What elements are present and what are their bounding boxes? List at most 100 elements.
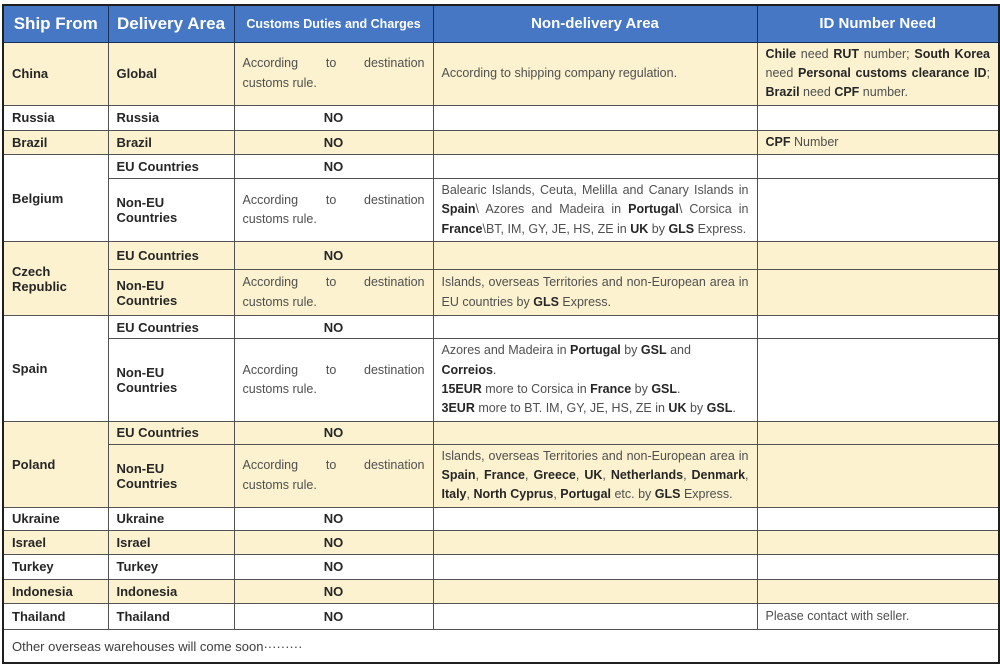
non-delivery-cell	[432, 315, 758, 340]
header-id-number: ID Number Need	[756, 4, 1000, 43]
delivery-area-cell: Non-EU Countries	[107, 269, 235, 317]
ship-from-cell: Poland	[2, 420, 109, 508]
customs-cell: According to destination customs rule.	[233, 443, 434, 508]
delivery-area-cell: Non-EU Countries	[107, 443, 235, 508]
id-number-cell	[756, 420, 1000, 445]
id-number-cell	[756, 443, 1000, 508]
table-row-spain-noneu: Non-EU Countries According to destinatio…	[3, 338, 1000, 422]
customs-cell: According to destination customs rule.	[233, 177, 434, 243]
delivery-area-cell: Ukraine	[107, 506, 235, 531]
delivery-area-cell: Indonesia	[107, 578, 235, 604]
id-number-cell	[756, 104, 1000, 131]
id-number-cell	[756, 177, 1000, 243]
header-customs: Customs Duties and Charges	[233, 4, 434, 43]
customs-cell: According to destination customs rule.	[233, 41, 434, 106]
ship-from-cell: China	[2, 41, 109, 106]
shipping-info-page: Ship From Delivery Area Customs Duties a…	[2, 4, 1000, 664]
header-row: Ship From Delivery Area Customs Duties a…	[2, 4, 1000, 43]
delivery-area-cell: Global	[107, 41, 235, 106]
ship-from-cell: Ukraine	[2, 506, 109, 531]
customs-cell: NO	[233, 529, 434, 555]
header-delivery-area: Delivery Area	[107, 4, 235, 43]
id-number-cell	[756, 269, 1000, 317]
ship-from-cell: Indonesia	[2, 578, 109, 604]
id-number-cell	[756, 506, 1000, 531]
non-delivery-line: 15EUR more to Corsica in France by GSL.	[441, 381, 681, 396]
customs-cell: According to destination customs rule.	[233, 269, 434, 317]
footer-row: Other overseas warehouses will come soon…	[2, 628, 1000, 664]
ship-from-cell: Russia	[2, 104, 109, 131]
non-delivery-cell	[432, 241, 758, 271]
non-delivery-cell	[432, 129, 758, 156]
non-delivery-cell	[432, 578, 758, 604]
customs-cell: NO	[233, 104, 434, 131]
non-delivery-cell	[432, 420, 758, 445]
non-delivery-cell	[432, 553, 758, 580]
header-ship-from: Ship From	[2, 4, 109, 43]
table-row-belgium-eu: Belgium EU Countries NO	[2, 153, 1000, 243]
id-number-cell: CPF Number	[756, 129, 1000, 156]
ship-from-cell: Belgium	[2, 153, 109, 243]
non-delivery-cell: Islands, overseas Territories and non-Eu…	[432, 443, 758, 508]
table-row-israel: Israel Israel NO	[2, 529, 1000, 555]
delivery-area-cell: Non-EU Countries	[107, 338, 235, 422]
ship-from-cell: Turkey	[2, 553, 109, 580]
delivery-area-cell: Russia	[107, 104, 235, 131]
id-number-cell	[756, 154, 1000, 179]
ship-from-cell: Spain	[2, 315, 109, 422]
customs-cell: NO	[233, 553, 434, 580]
table-row-poland-eu: Poland EU Countries NO	[2, 420, 1000, 508]
id-number-cell: Chile need RUT number; South Korea need …	[756, 41, 1000, 106]
non-delivery-cell: Balearic Islands, Ceuta, Melilla and Can…	[432, 177, 758, 243]
non-delivery-cell: According to shipping company regulation…	[432, 41, 758, 106]
customs-cell: NO	[233, 241, 434, 271]
ship-from-cell: Brazil	[2, 129, 109, 156]
non-delivery-cell: Islands, overseas Territories and non-Eu…	[432, 269, 758, 317]
ship-from-cell: Czech Republic	[2, 241, 109, 317]
table-row-czech-noneu: Non-EU Countries According to destinatio…	[3, 269, 1000, 317]
table-row-belgium-noneu: Non-EU Countries According to destinatio…	[3, 177, 1000, 243]
table-row-poland-noneu: Non-EU Countries According to destinatio…	[3, 443, 1000, 508]
table-row-thailand: Thailand Thailand NO Please contact with…	[2, 602, 1000, 630]
shipping-table: Ship From Delivery Area Customs Duties a…	[2, 4, 1000, 664]
table-row-brazil: Brazil Brazil NO CPF Number	[2, 129, 1000, 156]
non-delivery-cell	[432, 104, 758, 131]
non-delivery-cell	[432, 529, 758, 555]
table-row-turkey: Turkey Turkey NO	[2, 553, 1000, 580]
customs-cell: NO	[233, 129, 434, 156]
ship-from-cell: Israel	[2, 529, 109, 555]
customs-cell: NO	[233, 506, 434, 531]
id-number-cell: Please contact with seller.	[756, 602, 1000, 630]
footer-note: Other overseas warehouses will come soon…	[2, 628, 1000, 664]
header-non-delivery: Non-delivery Area	[432, 4, 758, 43]
id-number-cell	[756, 315, 1000, 340]
table-row-spain-eu: Spain EU Countries NO	[2, 315, 1000, 422]
delivery-area-cell: Non-EU Countries	[107, 177, 235, 243]
non-delivery-cell	[432, 506, 758, 531]
customs-cell: NO	[233, 154, 434, 179]
non-delivery-line: Azores and Madeira in Portugal by GSL an…	[441, 343, 691, 377]
delivery-area-cell: EU Countries	[107, 420, 235, 445]
customs-cell: NO	[233, 420, 434, 445]
table-row-ukraine: Ukraine Ukraine NO	[2, 506, 1000, 531]
customs-cell: NO	[233, 315, 434, 340]
id-number-cell	[756, 338, 1000, 422]
customs-cell: NO	[233, 602, 434, 630]
ship-from-cell: Thailand	[2, 602, 109, 630]
delivery-area-cell: Thailand	[107, 602, 235, 630]
table-row-indonesia: Indonesia Indonesia NO	[2, 578, 1000, 604]
id-number-cell	[756, 578, 1000, 604]
id-number-cell	[756, 529, 1000, 555]
delivery-area-cell: EU Countries	[107, 315, 235, 340]
table-row-china: China Global According to destination cu…	[2, 41, 1000, 106]
non-delivery-cell	[432, 602, 758, 630]
customs-cell: According to destination customs rule.	[233, 338, 434, 422]
table-row-czech-eu: Czech Republic EU Countries NO	[2, 241, 1000, 317]
delivery-area-cell: EU Countries	[107, 154, 235, 179]
non-delivery-cell: Azores and Madeira in Portugal by GSL an…	[432, 338, 758, 422]
delivery-area-cell: EU Countries	[107, 241, 235, 271]
table-row-russia: Russia Russia NO	[2, 104, 1000, 131]
customs-cell: NO	[233, 578, 434, 604]
delivery-area-cell: Brazil	[107, 129, 235, 156]
non-delivery-cell	[432, 154, 758, 179]
